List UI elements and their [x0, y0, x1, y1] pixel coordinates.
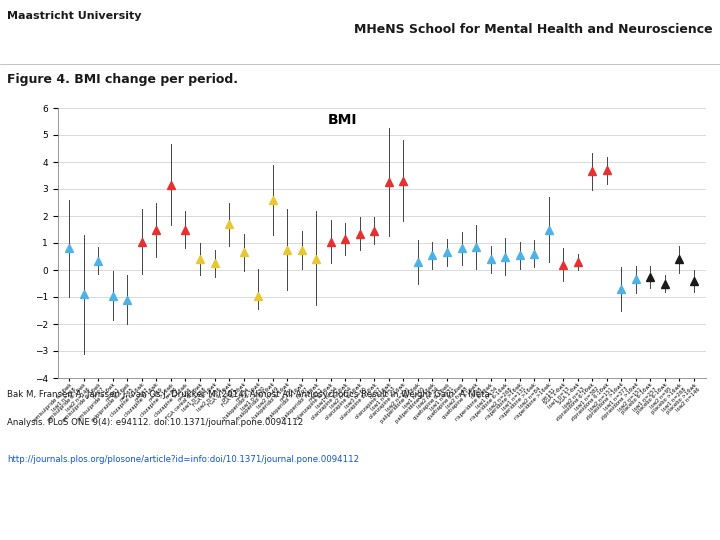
Text: BMI: BMI: [328, 113, 357, 127]
Text: Department: Department: [7, 516, 82, 526]
Text: 26: 26: [695, 516, 709, 526]
Text: MHeNS School for Mental Health and Neuroscience: MHeNS School for Mental Health and Neuro…: [354, 23, 713, 36]
Text: Figure 4. BMI change per period.: Figure 4. BMI change per period.: [7, 73, 238, 86]
Text: http://journals.plos.org/plosone/article?id=info:doi/10.1371/journal.pone.009411: http://journals.plos.org/plosone/article…: [7, 455, 359, 464]
Text: Bak M, Fransen A, Janssen J, van Os J, Drukker M (2014) Almost All Antipsychotic: Bak M, Fransen A, Janssen J, van Os J, D…: [7, 390, 493, 400]
Text: Analysis. PLoS ONE 9(4): e94112. doi:10.1371/journal.pone.0094112: Analysis. PLoS ONE 9(4): e94112. doi:10.…: [7, 418, 303, 427]
Text: Maastricht University: Maastricht University: [7, 11, 142, 21]
